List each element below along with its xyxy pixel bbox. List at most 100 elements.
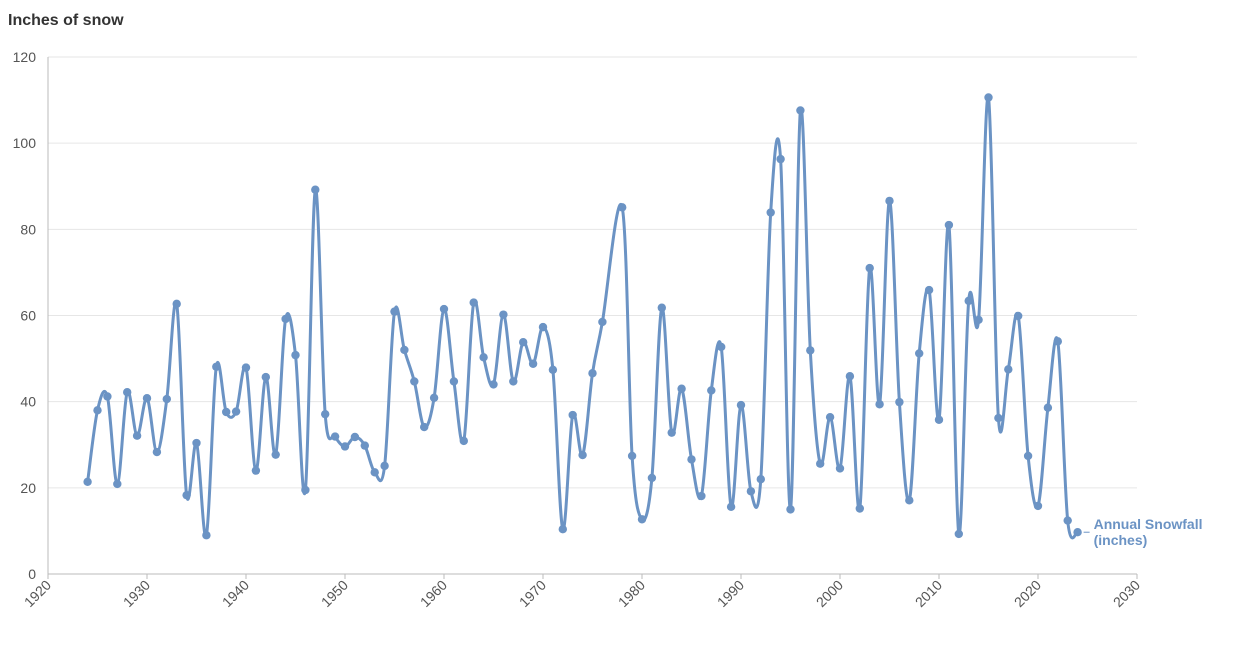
data-point[interactable] (212, 362, 221, 371)
data-point[interactable] (766, 208, 775, 217)
data-point[interactable] (479, 353, 488, 362)
data-point[interactable] (924, 285, 934, 295)
data-point[interactable] (1014, 311, 1023, 321)
data-point[interactable] (816, 459, 825, 468)
data-point[interactable] (509, 377, 518, 386)
data-point[interactable] (548, 365, 558, 374)
data-point[interactable] (806, 346, 815, 355)
data-point[interactable] (449, 377, 459, 386)
data-point[interactable] (895, 397, 904, 407)
data-point[interactable] (786, 505, 795, 514)
data-point[interactable] (1023, 451, 1033, 461)
data-point[interactable] (1033, 501, 1043, 511)
data-point[interactable] (1043, 403, 1053, 412)
data-point[interactable] (182, 490, 191, 500)
data-point[interactable] (578, 450, 587, 460)
data-point[interactable] (598, 317, 607, 327)
data-point[interactable] (251, 466, 261, 475)
data-point[interactable] (390, 307, 399, 316)
data-point[interactable] (222, 407, 231, 417)
data-point[interactable] (360, 441, 369, 450)
data-point[interactable] (568, 410, 577, 420)
data-point[interactable] (717, 342, 726, 352)
data-point[interactable] (241, 363, 251, 372)
data-point[interactable] (855, 504, 864, 513)
data-point[interactable] (657, 303, 666, 312)
data-point[interactable] (588, 369, 597, 378)
data-point[interactable] (845, 372, 855, 381)
data-point[interactable] (429, 393, 439, 402)
data-point[interactable] (915, 349, 924, 358)
data-point[interactable] (736, 400, 746, 410)
data-point[interactable] (311, 185, 320, 194)
data-point[interactable] (984, 93, 993, 102)
data-point[interactable] (875, 400, 884, 409)
data-point[interactable] (796, 106, 805, 115)
data-point[interactable] (489, 380, 498, 389)
data-point[interactable] (459, 436, 468, 446)
data-point[interactable] (627, 451, 637, 461)
data-point[interactable] (885, 196, 894, 206)
data-point[interactable] (944, 220, 954, 230)
data-point[interactable] (261, 372, 270, 382)
data-point[interactable] (162, 394, 171, 404)
data-point[interactable] (340, 442, 350, 451)
data-point[interactable] (281, 314, 290, 324)
data-point[interactable] (687, 455, 696, 464)
data-point[interactable] (1063, 516, 1072, 525)
data-point[interactable] (410, 377, 419, 386)
data-point[interactable] (558, 524, 567, 534)
data-point[interactable] (499, 310, 508, 319)
data-point[interactable] (697, 491, 706, 501)
data-point[interactable] (707, 386, 716, 395)
data-point[interactable] (835, 464, 845, 473)
data-point[interactable] (637, 515, 647, 524)
data-point[interactable] (469, 298, 478, 307)
data-point[interactable] (439, 304, 449, 314)
data-point[interactable] (1053, 337, 1063, 346)
data-point[interactable] (1004, 365, 1013, 374)
data-point[interactable] (865, 263, 874, 273)
data-point[interactable] (974, 315, 983, 325)
data-point[interactable] (350, 432, 360, 442)
data-point[interactable] (103, 392, 112, 401)
data-point[interactable] (380, 461, 389, 471)
data-point[interactable] (667, 428, 676, 437)
data-point[interactable] (83, 477, 92, 487)
data-point[interactable] (330, 432, 340, 441)
data-point[interactable] (231, 407, 241, 416)
data-point[interactable] (677, 384, 686, 393)
data-point[interactable] (321, 409, 330, 419)
data-point[interactable] (152, 447, 162, 457)
data-point[interactable] (528, 359, 538, 368)
data-point[interactable] (123, 387, 132, 397)
data-point[interactable] (291, 350, 300, 360)
data-point[interactable] (202, 531, 211, 540)
data-point[interactable] (400, 345, 409, 355)
data-point[interactable] (172, 299, 181, 309)
data-point[interactable] (746, 487, 756, 496)
data-point[interactable] (113, 479, 122, 489)
data-point[interactable] (93, 406, 102, 415)
data-point[interactable] (420, 422, 429, 432)
data-point[interactable] (142, 394, 152, 403)
data-point[interactable] (301, 485, 310, 495)
data-point[interactable] (726, 502, 736, 511)
data-point[interactable] (1073, 528, 1082, 537)
data-point[interactable] (934, 415, 944, 424)
data-point[interactable] (192, 438, 201, 448)
data-point[interactable] (370, 468, 379, 477)
data-point[interactable] (756, 475, 765, 484)
data-point[interactable] (618, 203, 627, 212)
data-point[interactable] (538, 322, 548, 332)
data-point[interactable] (776, 154, 785, 164)
data-point[interactable] (994, 413, 1003, 423)
data-point[interactable] (954, 529, 963, 539)
data-point[interactable] (964, 296, 973, 306)
data-point[interactable] (905, 496, 914, 505)
data-point[interactable] (519, 338, 528, 347)
data-point[interactable] (825, 412, 835, 422)
data-point[interactable] (647, 473, 657, 483)
data-point[interactable] (132, 431, 142, 440)
data-point[interactable] (271, 450, 280, 459)
